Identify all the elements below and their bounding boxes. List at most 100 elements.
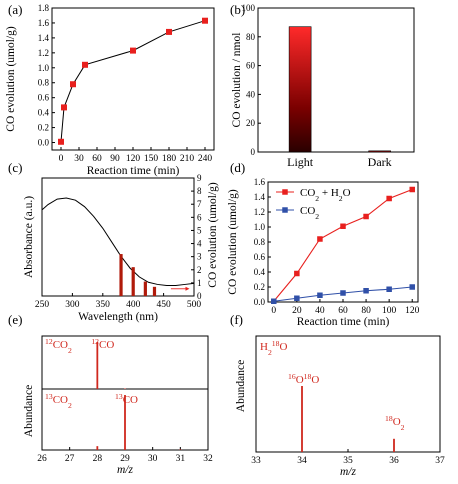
panel-label-f: (f) [230,312,243,327]
panel-d-x-tick-label: 80 [361,306,371,316]
panel-d-y-axis-label: CO evolution (umol/g) [227,189,239,295]
panel-d-data-point [317,236,323,242]
panel-d-data-point [317,292,323,298]
panel-a-y-tick-label: 1.2 [38,48,49,58]
panel-a-x-tick-label: 240 [198,154,213,164]
panel-d-data-point [386,195,392,202]
panel-d-legend-label: CO2 + H2O [300,187,351,203]
panel-e-trace-label: 12CO2 [45,337,72,355]
panel-d-y-tick-label: 1.4 [254,192,266,202]
panel-c-y-right-tick-label: 5 [197,225,202,235]
panel-c-x-tick-label: 350 [96,300,111,310]
panel-e-x-tick-label: 30 [148,454,158,464]
panel-a-x-tick-label: 210 [180,154,195,164]
panel-e-x-tick-label: 29 [120,454,130,464]
panel-d-data-point [409,284,415,290]
panel-d-data-point [294,295,300,301]
panel-a-x-tick-label: 30 [74,154,84,164]
panel-d-y-tick-label: 1.2 [254,207,265,217]
panel-b-bar [288,26,312,153]
panel-d-y-tick-label: 0.2 [254,282,265,292]
panel-c-bar [152,286,157,296]
panel-c-y-axis-label: Absorbance (a.u.) [23,196,35,278]
panel-d-x-tick-label: 100 [382,306,397,316]
panel-f-y-axis-label: Abundance [235,360,247,412]
panel-label-b: (b) [230,2,245,17]
panel-a-x-axis-label: Reaction time (min) [87,165,180,177]
panel-label-d: (d) [230,160,245,175]
panel-label-c: (c) [8,160,22,175]
panel-a-data-point [82,61,88,68]
panel-c-plot-frame [41,177,195,297]
panel-a-x-tick-label: 90 [110,154,120,164]
panel-a-y-tick-label: 0.6 [38,93,50,103]
panel-e-x-tick-label: 32 [203,454,213,464]
panel-c-arrow-head [185,286,190,291]
panel-b-y-tick-label: 40 [246,89,256,99]
panel-a-x-tick-label: 150 [144,154,159,164]
panel-a-x-tick-label: 0 [59,154,64,164]
panel-e-x-axis-label: m/z [117,464,134,476]
panel-f-peak-label: 18O2 [385,414,405,432]
panel-c-bar [143,281,147,296]
panel-e-peak-label: 12CO [91,337,114,352]
panel-c-x-tick-label: 500 [187,300,202,310]
panel-d-y-tick-label: 1.0 [254,222,266,232]
panel-c-absorbance-curve [41,197,195,287]
panel-a-y-tick-label: 1.0 [38,63,50,73]
panel-a-data-point [130,47,136,54]
panel-b-y-tick-label: 80 [246,32,256,42]
panel-f-peak-label: 16O18O [288,372,319,387]
panel-d-x-tick-label: 20 [292,306,302,316]
panel-c-y-right-tick-label: 1 [197,278,202,288]
panel-d-data-point [386,286,392,292]
panel-d-y-tick-label: 1.6 [254,177,266,187]
panel-a-y-tick-label: 0.4 [38,108,50,118]
panel-b-bar-chart: 0 20 40 60 80 100 Light Dark CO evolution / nmol [231,3,415,169]
panel-f-plot-frame [255,335,441,453]
panel-c-y-right-tick-label: 7 [197,199,202,209]
panel-d-legend-marker [282,189,288,195]
panel-d-line-chart: 0 20 40 60 80 100 120 0.0 0.2 0.4 0.6 0.8 1.0 1.2 1.4 1… [227,177,420,328]
panel-f-x-axis-label: m/z [340,466,357,478]
panel-label-e: (e) [8,312,22,327]
panel-e-trace-label: 13CO2 [45,392,72,410]
panel-c-y-right-tick-label: 2 [197,265,202,275]
panel-f-x-tick-label: 37 [435,456,445,466]
panel-d-y-tick-label: 0.4 [254,267,266,277]
panel-c-x-tick-label: 450 [156,300,171,310]
panel-d-data-point [340,223,346,229]
panel-d-data-point [340,290,346,296]
panel-d-y-tick-label: 0.0 [254,297,266,307]
panel-label-a: (a) [8,2,22,17]
panel-a-data-point [70,81,76,88]
panel-c-y-right-tick-label: 3 [197,252,202,262]
panel-d-y-tick-label: 0.8 [254,237,266,247]
panel-f-x-tick-label: 36 [389,456,399,466]
panel-a-y-axis-label: CO evolution (umol/g) [5,26,17,132]
panel-b-y-tick-label: 60 [246,61,256,71]
panel-a-y-tick-label: 1.8 [38,3,50,13]
panel-e-x-tick-label: 28 [93,454,103,464]
panel-a-y-tick-label: 0.2 [38,123,49,133]
panel-d-plot-frame [267,181,419,303]
panel-b-category-label: Dark [368,155,392,169]
panel-b-plot-frame [257,7,415,153]
panel-a-x-tick-label: 180 [162,154,177,164]
panel-e-y-axis-label: Abundance [23,385,35,437]
panel-f-x-tick-label: 33 [251,456,261,466]
panel-c-y-right-tick-label: 6 [197,212,202,222]
panel-a-y-tick-label: 1.6 [38,18,50,28]
panel-c-x-tick-label: 250 [35,300,50,310]
panel-d-data-point [409,186,415,193]
panel-b-bar [368,150,391,153]
panel-b-y-tick-label: 20 [246,118,256,128]
panel-c-y-right-tick-label: 0 [197,291,202,301]
panel-e-x-tick-label: 27 [65,454,75,464]
panel-d-y-tick-label: 0.6 [254,252,266,262]
panel-a-y-tick-label: 1.4 [38,33,50,43]
panel-f-x-tick-label: 34 [297,456,307,466]
